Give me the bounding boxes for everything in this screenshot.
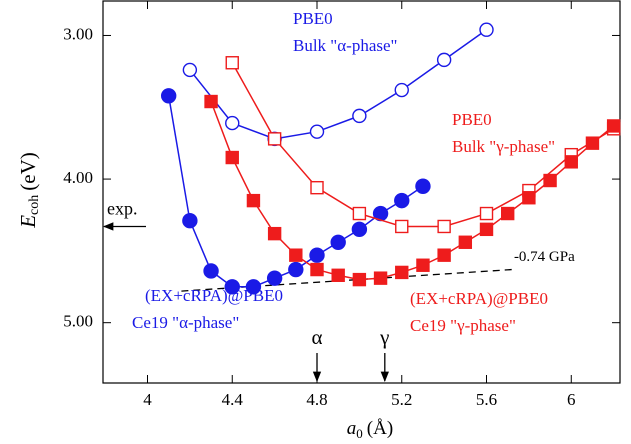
x-tick-label: 4.4 — [222, 390, 244, 409]
point — [330, 234, 346, 250]
point — [564, 155, 578, 169]
point — [416, 258, 430, 272]
point — [606, 119, 621, 133]
point — [225, 115, 240, 131]
y-label-unit: (eV) — [16, 152, 40, 190]
point — [288, 261, 304, 278]
point — [267, 132, 282, 146]
x-label-sub: 0 — [356, 426, 363, 441]
point — [585, 136, 600, 150]
x-tick-label: 4.8 — [306, 390, 327, 409]
series — [225, 56, 621, 234]
point — [415, 178, 431, 194]
y-tick-label: 3.00 — [63, 24, 93, 43]
point — [160, 88, 177, 104]
point — [352, 272, 367, 287]
series-label: Bulk "γ-phase" — [452, 137, 555, 156]
series — [160, 88, 431, 295]
point — [289, 248, 303, 262]
point — [182, 213, 198, 229]
exp-label: exp. — [107, 199, 138, 219]
x-label-unit: (Å) — [367, 418, 393, 439]
point — [310, 262, 324, 277]
pressure-line — [181, 268, 512, 292]
point — [267, 226, 282, 241]
point — [501, 206, 515, 221]
point — [182, 62, 198, 78]
point — [479, 22, 494, 37]
point — [394, 192, 410, 209]
y-label-main: E — [16, 215, 40, 229]
series-label: PBE0 — [293, 9, 333, 28]
phase-label: α — [311, 325, 322, 349]
point — [246, 193, 261, 208]
point — [245, 279, 262, 295]
point — [225, 150, 239, 165]
point — [479, 206, 494, 221]
y-axis-label: Ecoh (eV) — [16, 152, 42, 229]
y-label-sub: coh — [27, 195, 42, 215]
series-label: Bulk "α-phase" — [293, 36, 397, 55]
point — [225, 56, 239, 70]
point — [437, 248, 451, 262]
point — [352, 108, 367, 124]
series-label: (EX+cRPA)@PBE0 — [145, 286, 283, 305]
point — [458, 235, 473, 249]
point — [310, 180, 324, 195]
series-label: (EX+cRPA)@PBE0 — [410, 289, 548, 308]
series-label: Ce19 "γ-phase" — [410, 316, 516, 335]
point — [224, 279, 240, 295]
point — [395, 265, 409, 280]
series — [204, 94, 621, 287]
plot-frame — [102, 0, 621, 384]
point — [204, 94, 218, 109]
point — [352, 206, 367, 221]
point — [522, 191, 536, 205]
point — [309, 124, 325, 139]
x-tick-label: 5.2 — [391, 390, 412, 409]
point — [203, 263, 219, 279]
x-axis-label: a0 (Å) — [347, 418, 393, 441]
x-label-main: a — [347, 418, 357, 439]
y-tick-label: 4.00 — [63, 168, 93, 187]
point — [331, 268, 345, 282]
series-label: PBE0 — [452, 110, 492, 129]
series-label: Ce19 "α-phase" — [132, 313, 239, 332]
point — [373, 271, 388, 285]
point — [351, 221, 368, 238]
pressure-label: -0.74 GPa — [514, 249, 575, 265]
series-line — [189, 29, 487, 140]
point — [266, 270, 283, 286]
x-tick-label: 5.6 — [476, 390, 497, 409]
point — [436, 52, 452, 68]
point — [543, 173, 557, 188]
y-tick-label: 5.00 — [63, 312, 93, 331]
x-tick-label: 6 — [567, 390, 576, 409]
point — [437, 219, 451, 234]
point — [395, 219, 409, 234]
series-line — [231, 62, 615, 228]
point — [479, 222, 494, 237]
phase-label: γ — [379, 325, 389, 349]
x-tick-label: 4 — [143, 390, 152, 409]
point — [309, 247, 325, 263]
point — [394, 82, 409, 98]
